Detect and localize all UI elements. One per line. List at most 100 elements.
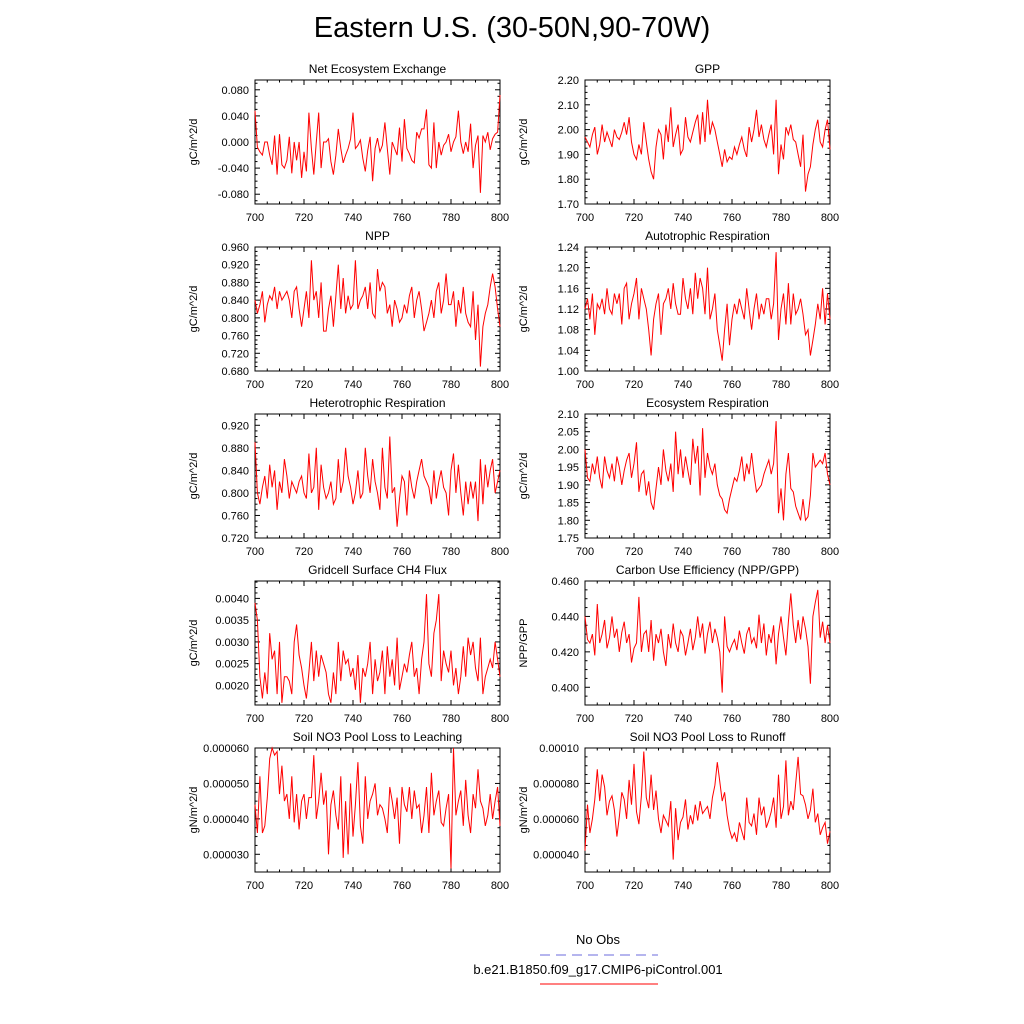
x-tick-label: 800 (491, 880, 509, 892)
panel-heterotrophic-respiration: 700 720 740 760 780 800 0.720 0.760 0.800 0.840 0.… (188, 396, 509, 558)
y-tick-label: 1.20 (558, 263, 579, 275)
y-tick-label: 2.05 (558, 427, 579, 439)
plot-frame (584, 580, 831, 706)
y-tick-label: 0.000080 (533, 778, 579, 790)
x-tick-label: 720 (295, 212, 313, 224)
y-axis-label: gN/m^2/d (188, 787, 200, 834)
y-tick-label: 2.10 (558, 100, 579, 112)
panel-title: NPP (365, 229, 390, 243)
y-tick-label: 1.24 (558, 242, 579, 254)
y-tick-label: 1.90 (558, 149, 579, 161)
x-tick-label: 720 (295, 379, 313, 391)
x-tick-label: 740 (344, 546, 362, 558)
y-tick-label: 0.0035 (215, 615, 249, 627)
x-tick-label: 780 (772, 880, 790, 892)
y-tick-label: 0.800 (221, 313, 249, 325)
y-tick-label: 0.680 (221, 366, 249, 378)
x-tick-label: 700 (576, 880, 594, 892)
y-tick-label: 0.0020 (215, 680, 249, 692)
panel-title: Carbon Use Efficiency (NPP/GPP) (616, 563, 799, 577)
series-line (584, 589, 831, 693)
legend-label-model-run: b.e21.B1850.f09_g17.CMIP6-piControl.001 (473, 962, 723, 977)
y-axis-label: gC/m^2/d (188, 286, 200, 333)
y-tick-label: 0.440 (551, 611, 579, 623)
x-tick-label: 780 (442, 379, 460, 391)
y-tick-label: 1.75 (558, 533, 579, 545)
x-tick-label: 740 (344, 212, 362, 224)
x-tick-label: 700 (576, 546, 594, 558)
panel-npp: 700 720 740 760 780 800 0.680 0.720 0.760 0.800 0.… (188, 229, 509, 391)
series-line (584, 751, 831, 860)
series-line (254, 594, 501, 703)
panel-ecosystem-respiration: 700 720 740 760 780 800 1.75 1.80 1.85 1.90 1.95 2.… (518, 396, 839, 558)
y-tick-label: 1.70 (558, 199, 579, 211)
plot-frame (584, 413, 831, 539)
x-tick-label: 780 (772, 546, 790, 558)
legend-label-no-obs: No Obs (575, 932, 621, 947)
x-tick-label: 740 (674, 379, 692, 391)
y-tick-label: 0.460 (551, 576, 579, 588)
y-tick-label: -0.080 (218, 189, 249, 201)
x-tick-label: 760 (393, 880, 411, 892)
y-tick-label: 0.960 (221, 242, 249, 254)
panel-title: Soil NO3 Pool Loss to Leaching (293, 730, 462, 744)
y-tick-label: 1.12 (558, 304, 579, 316)
x-tick-label: 740 (344, 880, 362, 892)
y-axis-label: gC/m^2/d (518, 453, 530, 500)
x-tick-label: 780 (442, 880, 460, 892)
panel-carbon-use-efficiency-npp-gpp: 700 720 740 760 780 800 0.400 0.420 0.440 0.460 Ca… (518, 563, 839, 725)
y-tick-label: 0.880 (221, 443, 249, 455)
x-tick-label: 700 (576, 212, 594, 224)
x-tick-label: 780 (442, 212, 460, 224)
y-tick-label: 0.000060 (203, 743, 249, 755)
y-axis-label: gC/m^2/d (518, 286, 530, 333)
panel-title: Autotrophic Respiration (645, 229, 770, 243)
series-line (584, 421, 831, 522)
x-tick-label: 720 (295, 713, 313, 725)
y-tick-label: 1.80 (558, 174, 579, 186)
series-line (584, 99, 831, 192)
x-tick-label: 780 (772, 713, 790, 725)
x-tick-label: 720 (625, 880, 643, 892)
y-tick-label: 0.000 (221, 137, 249, 149)
y-axis-label: gN/m^2/d (518, 787, 530, 834)
y-tick-label: 0.400 (551, 682, 579, 694)
plot-frame (254, 413, 501, 539)
y-tick-label: 0.080 (221, 85, 249, 97)
x-tick-label: 760 (723, 379, 741, 391)
y-tick-label: 1.00 (558, 366, 579, 378)
y-tick-label: 0.720 (221, 533, 249, 545)
x-tick-label: 760 (393, 713, 411, 725)
panel-net-ecosystem-exchange: 700 720 740 760 780 800 -0.080 -0.040 0.000 0.040… (188, 62, 509, 224)
y-tick-label: 0.720 (221, 348, 249, 360)
x-tick-label: 760 (393, 546, 411, 558)
x-tick-label: 760 (393, 379, 411, 391)
x-tick-label: 800 (821, 880, 839, 892)
y-axis-label: NPP/GPP (518, 619, 530, 668)
y-tick-label: 1.95 (558, 462, 579, 474)
y-tick-label: 0.840 (221, 295, 249, 307)
y-tick-label: 0.000030 (203, 849, 249, 861)
panel-autotrophic-respiration: 700 720 740 760 780 800 1.00 1.04 1.08 1.12 1.16 1.… (518, 229, 839, 391)
x-tick-label: 800 (491, 546, 509, 558)
y-tick-label: 2.10 (558, 409, 579, 421)
y-tick-label: 0.760 (221, 510, 249, 522)
x-tick-label: 740 (674, 212, 692, 224)
y-tick-label: 0.000040 (533, 849, 579, 861)
x-tick-label: 800 (491, 713, 509, 725)
x-tick-label: 700 (576, 379, 594, 391)
x-tick-label: 720 (295, 546, 313, 558)
y-tick-label: 1.16 (558, 283, 579, 295)
y-tick-label: 0.0030 (215, 637, 249, 649)
panel-gridcell-surface-ch4-flux: 700 720 740 760 780 800 0.0020 0.0025 0.0030 0.00… (188, 563, 509, 725)
plot-frame (584, 79, 831, 205)
x-tick-label: 780 (772, 379, 790, 391)
x-tick-label: 800 (491, 379, 509, 391)
panel-title: Soil NO3 Pool Loss to Runoff (630, 730, 787, 744)
panel-soil-no3-pool-loss-to-leaching: 700 720 740 760 780 800 0.000030 0.000040 0.0000… (188, 730, 509, 892)
x-tick-label: 720 (295, 880, 313, 892)
x-tick-label: 740 (674, 880, 692, 892)
x-tick-label: 800 (821, 212, 839, 224)
x-tick-label: 800 (821, 713, 839, 725)
x-tick-label: 720 (625, 379, 643, 391)
